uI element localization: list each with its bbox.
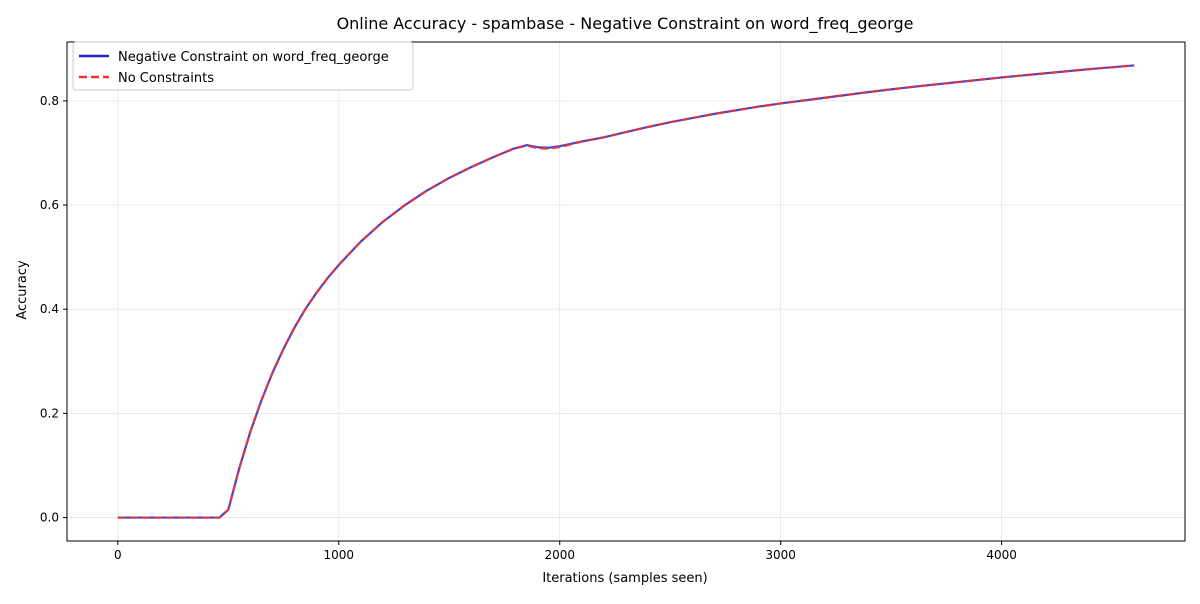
plot-area-frame bbox=[66, 41, 1186, 542]
series-line-no-constraints bbox=[117, 64, 1135, 519]
y-axis-label: Accuracy bbox=[15, 260, 30, 320]
y-tick-label: 0.6 bbox=[40, 198, 59, 212]
y-tick-label: 0.0 bbox=[40, 511, 59, 525]
legend-box bbox=[72, 41, 414, 91]
chart-title: Online Accuracy - spambase - Negative Co… bbox=[337, 14, 914, 34]
x-tick-label: 2000 bbox=[544, 548, 575, 562]
legend-label-negative-constraint: Negative Constraint on word_freq_george bbox=[118, 50, 389, 65]
series-lines bbox=[117, 64, 1135, 519]
legend: Negative Constraint on word_freq_george … bbox=[72, 41, 414, 91]
y-tick-label: 0.8 bbox=[40, 94, 59, 108]
x-tick-label: 1000 bbox=[323, 548, 354, 562]
grid-lines bbox=[67, 42, 1185, 541]
axis-ticks: 0 1000 2000 3000 4000 0.0 0.2 0.4 0.6 0.8 bbox=[40, 94, 1017, 562]
x-tick-label: 0 bbox=[114, 548, 122, 562]
x-tick-label: 3000 bbox=[765, 548, 796, 562]
x-axis-label: Iterations (samples seen) bbox=[542, 571, 707, 586]
legend-label-no-constraints: No Constraints bbox=[118, 71, 214, 86]
y-tick-label: 0.2 bbox=[40, 406, 59, 420]
y-tick-label: 0.4 bbox=[40, 302, 59, 316]
x-tick-label: 4000 bbox=[986, 548, 1017, 562]
